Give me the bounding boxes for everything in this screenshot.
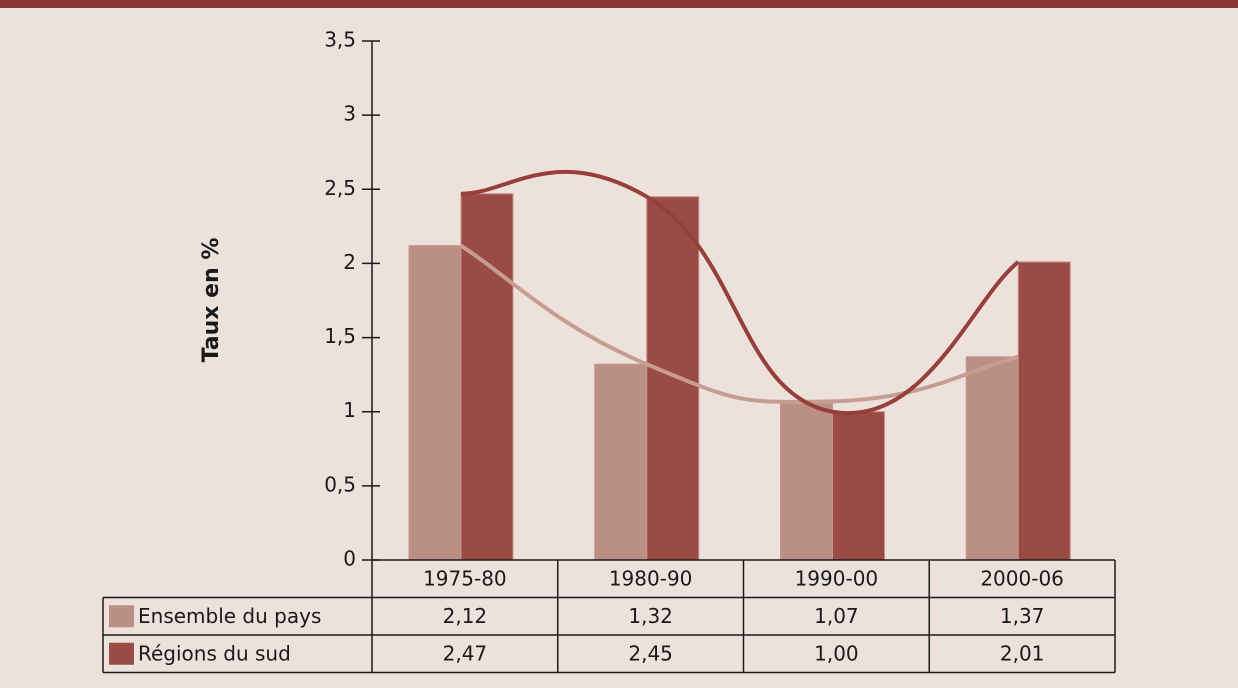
table-value: 1,32 xyxy=(628,604,673,628)
y-tick-label: 3 xyxy=(343,102,356,126)
y-tick-label: 1,5 xyxy=(324,324,356,348)
x-tick-label: 2000-06 xyxy=(980,566,1064,590)
table-value: 2,47 xyxy=(443,641,488,665)
bar xyxy=(1017,261,1071,561)
top-band xyxy=(0,0,1238,8)
table-value: 1,00 xyxy=(814,641,859,665)
trend-line xyxy=(460,169,1020,416)
bar xyxy=(780,400,833,561)
y-tick-label: 1 xyxy=(343,398,356,422)
legend-label: Ensemble du pays xyxy=(138,604,321,628)
y-tick-label: 2 xyxy=(343,250,356,274)
y-tick-label: 0 xyxy=(343,547,356,571)
trend-line xyxy=(459,243,1019,404)
bar xyxy=(408,245,462,561)
y-axis-label: Taux en % xyxy=(199,238,224,363)
bar xyxy=(594,363,648,561)
legend-swatch xyxy=(109,642,134,665)
table-value: 1,37 xyxy=(1000,604,1045,628)
bar xyxy=(965,356,1019,561)
legend-label: Régions du sud xyxy=(138,641,291,665)
table-value: 2,01 xyxy=(1000,641,1045,665)
y-tick-label: 2,5 xyxy=(324,176,356,200)
bar xyxy=(646,196,700,561)
table-value: 2,45 xyxy=(628,641,673,665)
x-tick-label: 1975-80 xyxy=(423,566,507,590)
y-tick-label: 0,5 xyxy=(324,472,356,496)
legend-swatch xyxy=(109,605,134,628)
bar xyxy=(832,411,885,561)
bar xyxy=(460,193,514,561)
x-tick-label: 1980-90 xyxy=(609,566,693,590)
table-value: 2,12 xyxy=(443,604,488,628)
y-tick-label: 3,5 xyxy=(324,28,356,52)
table-value: 1,07 xyxy=(814,604,859,628)
x-tick-label: 1990-00 xyxy=(795,566,879,590)
